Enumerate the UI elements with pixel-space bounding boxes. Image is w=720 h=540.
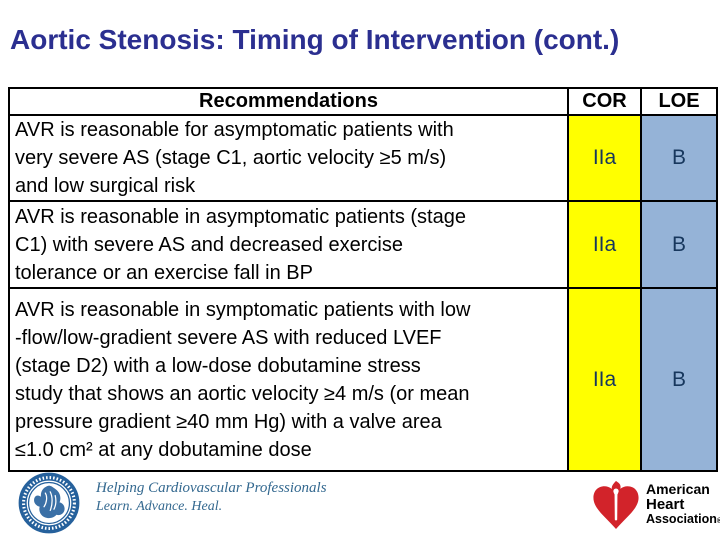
cor-cell: IIa: [567, 287, 642, 472]
loe-cell: B: [640, 287, 718, 472]
column-header-loe: LOE: [640, 87, 718, 116]
acc-seal-icon: [18, 472, 80, 534]
aha-name-line3: Association®: [646, 512, 720, 529]
aha-name: American Heart Association®: [646, 482, 720, 529]
table-row: AVR is reasonable for asymptomatic patie…: [8, 114, 718, 202]
recommendation-cell: AVR is reasonable in symptomatic patient…: [8, 287, 569, 472]
recommendation-cell: AVR is reasonable in asymptomatic patien…: [8, 200, 569, 289]
aha-name-association: Association: [646, 512, 717, 526]
table-row: AVR is reasonable in asymptomatic patien…: [8, 200, 718, 289]
acc-tagline-line1: Helping Cardiovascular Professionals: [96, 480, 327, 496]
registered-mark: ®: [716, 518, 720, 525]
table-row: AVR is reasonable in symptomatic patient…: [8, 287, 718, 472]
loe-cell: B: [640, 114, 718, 202]
cor-cell: IIa: [567, 200, 642, 289]
aha-heart-torch-icon: [593, 481, 639, 529]
loe-cell: B: [640, 200, 718, 289]
table-header-row: Recommendations COR LOE: [8, 87, 718, 116]
acc-tagline-line2: Learn. Advance. Heal.: [96, 499, 223, 514]
recommendation-cell: AVR is reasonable for asymptomatic patie…: [8, 114, 569, 202]
aha-name-line2: Heart: [646, 496, 685, 513]
aha-name-line1: American: [646, 481, 710, 497]
acc-tagline: Helping Cardiovascular Professionals Lea…: [96, 479, 327, 516]
cor-cell: IIa: [567, 114, 642, 202]
page-title: Aortic Stenosis: Timing of Intervention …: [10, 24, 620, 55]
recommendations-table: Recommendations COR LOE AVR is reasonabl…: [8, 87, 718, 472]
column-header-recommendations: Recommendations: [8, 87, 569, 116]
column-header-cor: COR: [567, 87, 642, 116]
